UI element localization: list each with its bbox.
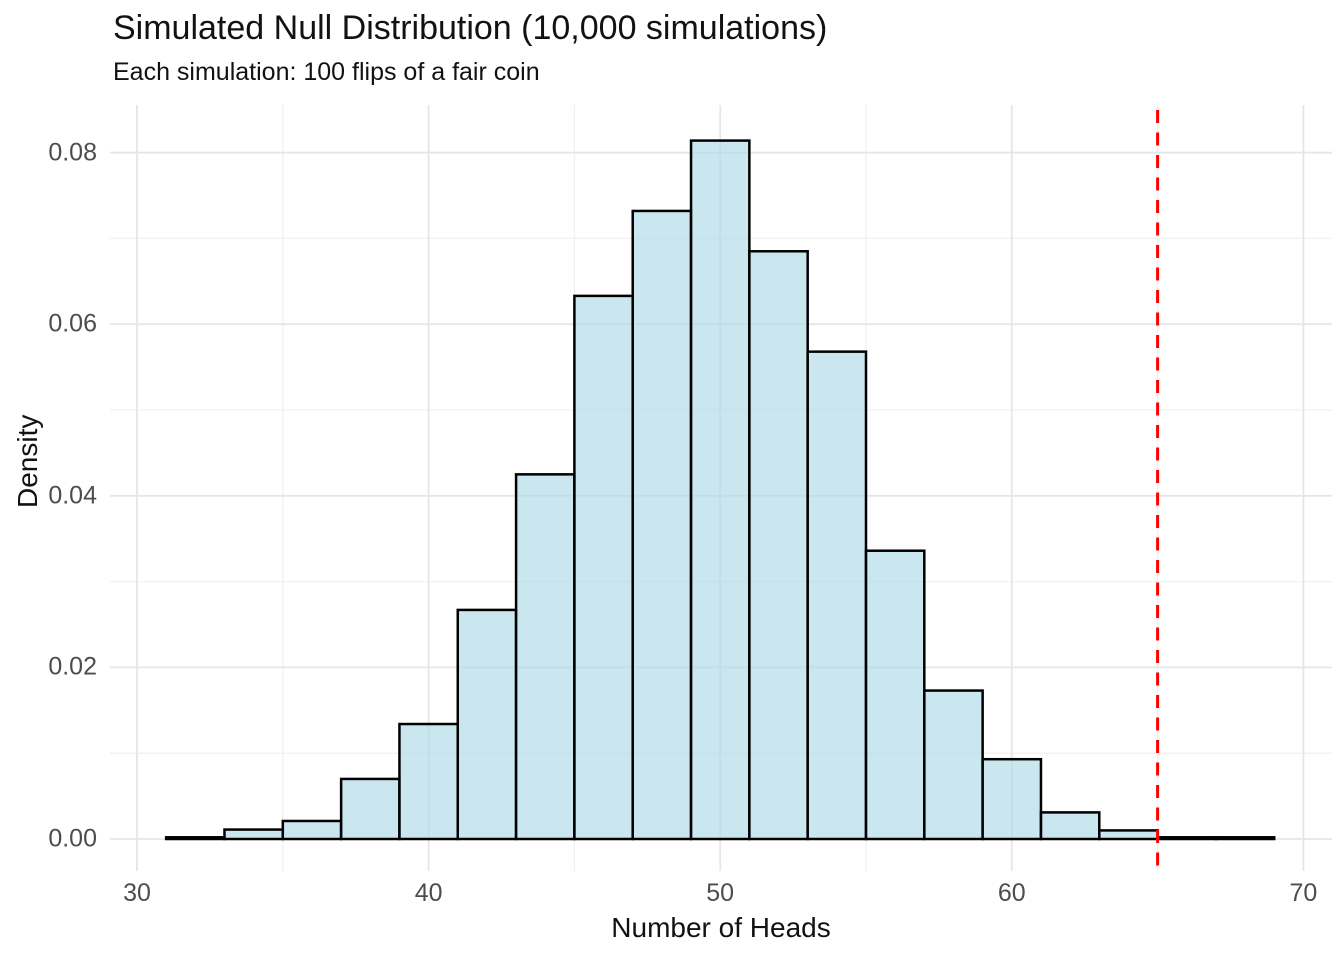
x-tick-label: 60 [997,879,1026,907]
x-axis-title: Number of Heads [611,912,831,943]
y-tick-label: 0.04 [48,481,97,510]
chart-subtitle: Each simulation: 100 flips of a fair coi… [113,58,540,86]
histogram-bar [281,819,343,841]
histogram-bar [164,836,226,841]
x-tick-label: 50 [706,879,735,907]
y-tick-label: 0.06 [48,309,97,338]
histogram-bar [223,828,285,841]
x-tick-label: 70 [1289,879,1318,907]
histogram-bar [806,350,868,841]
y-tick-label: 0.00 [48,824,97,853]
histogram-bar [923,689,984,841]
histogram-bar [631,209,693,841]
histogram-bar [456,608,518,841]
histogram-bar [864,549,926,841]
y-tick-label: 0.02 [48,652,97,681]
histogram-bar [398,722,460,841]
histogram-bar [573,294,634,841]
histogram-bar [1156,836,1218,841]
histogram-bar [514,473,576,841]
histogram-bar [1214,836,1276,841]
plot-panel [110,105,1332,871]
x-tick-label: 30 [123,879,151,907]
histogram-bar [748,250,809,841]
histogram-plot [110,105,1332,871]
y-tick-label: 0.08 [48,138,97,167]
histogram-bar [339,777,401,841]
histogram-bar [981,757,1043,841]
histogram-bar [1098,829,1159,841]
histogram-bar [689,139,751,841]
chart-title: Simulated Null Distribution (10,000 simu… [113,9,828,47]
x-tick-label: 40 [414,879,443,907]
histogram-bar [1039,811,1101,841]
